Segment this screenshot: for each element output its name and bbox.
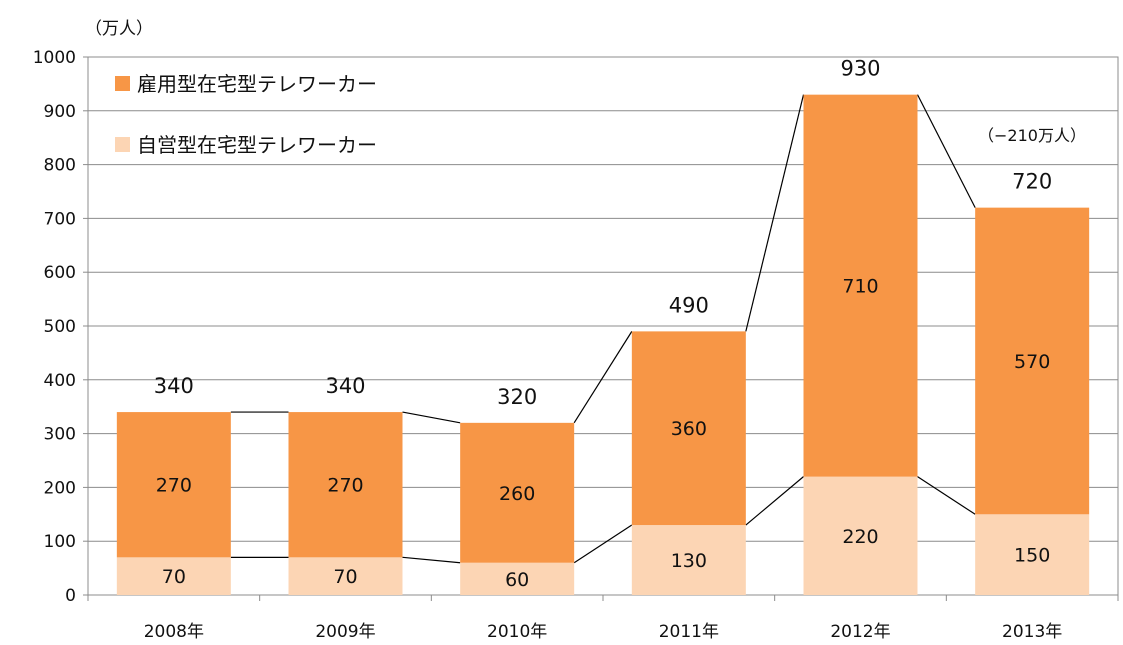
- total-value-label: 340: [154, 374, 194, 398]
- gridlines: [88, 56, 1118, 542]
- total-value-label: 930: [840, 57, 880, 81]
- y-tick-label: 200: [44, 478, 76, 498]
- segment-value-label: 150: [1014, 545, 1050, 567]
- x-tick-label: 2013年: [1002, 622, 1062, 642]
- segment-value-label: 70: [162, 566, 186, 588]
- connector-lines: [230, 94, 976, 564]
- connector-line-self-employed: [745, 476, 804, 526]
- bar-segment-self-employed: [460, 562, 575, 595]
- connector-line-self-employed: [573, 524, 633, 564]
- connector-line-total: [745, 94, 805, 332]
- y-tick-label: 0: [65, 586, 76, 606]
- connector-line-self-employed: [917, 476, 976, 515]
- bar-segment-employed: [288, 412, 403, 558]
- bar-segment-employed: [116, 412, 231, 558]
- total-value-label: 320: [497, 385, 537, 409]
- y-tick-label: 500: [44, 317, 76, 337]
- bar-segment-self-employed: [631, 525, 746, 595]
- x-tick-label: 2011年: [659, 622, 719, 642]
- segment-value-label: 260: [499, 483, 535, 505]
- x-tick-label: 2008年: [144, 622, 204, 642]
- connector-line-total: [402, 411, 461, 424]
- change-annotation: （−210万人）: [978, 126, 1086, 145]
- data-labels: 70 270 340 70 270 340 60 260 320 130 360 490 220 710 9…: [154, 57, 1052, 591]
- segment-value-label: 130: [671, 550, 707, 572]
- legend-swatch-employed: [115, 76, 130, 91]
- segment-value-label: 570: [1014, 351, 1050, 373]
- x-tick-label: 2009年: [315, 622, 375, 642]
- connector-line-total: [916, 94, 976, 208]
- bar-segment-self-employed: [116, 557, 231, 595]
- y-axis-unit: （万人）: [85, 19, 153, 39]
- bar-segment-employed: [460, 422, 575, 563]
- connector-line-total: [573, 331, 633, 424]
- segment-value-label: 710: [842, 276, 878, 298]
- legend-label-self-employed: 自営型在宅型テレワーカー: [137, 133, 377, 157]
- segment-value-label: 60: [505, 569, 529, 591]
- total-value-label: 490: [669, 293, 709, 317]
- connector-line-self-employed: [402, 556, 461, 564]
- bars: [116, 94, 1090, 595]
- legend: 雇用型在宅型テレワーカー 自営型在宅型テレワーカー: [115, 72, 377, 157]
- x-axis-ticks: 2008年 2009年 2010年 2011年 2012年 2013年: [87, 595, 1119, 642]
- segment-value-label: 220: [842, 526, 878, 548]
- bar-segment-self-employed: [288, 557, 403, 595]
- x-tick-label: 2010年: [487, 622, 547, 642]
- legend-label-employed: 雇用型在宅型テレワーカー: [137, 72, 377, 96]
- segment-value-label: 270: [327, 475, 363, 497]
- x-tick-label: 2012年: [830, 622, 890, 642]
- y-tick-label: 400: [44, 371, 76, 391]
- bar-segment-employed: [803, 94, 918, 477]
- bar-segment-self-employed: [975, 514, 1090, 595]
- bar-segment-employed: [975, 207, 1090, 515]
- total-value-label: 720: [1012, 170, 1052, 194]
- bar-segment-self-employed: [803, 476, 918, 595]
- y-tick-label: 600: [44, 263, 76, 283]
- segment-value-label: 70: [333, 566, 357, 588]
- y-tick-label: 700: [44, 209, 76, 229]
- bar-segment-employed: [631, 331, 746, 526]
- y-tick-label: 100: [44, 532, 76, 552]
- y-tick-label: 900: [44, 102, 76, 122]
- y-tick-label: 1000: [33, 48, 76, 68]
- y-axis-ticks: 0 100 200 300 400 500 600 700 800 900 1000: [33, 48, 88, 606]
- total-value-label: 340: [325, 374, 365, 398]
- legend-swatch-self-employed: [115, 137, 130, 152]
- y-tick-label: 800: [44, 156, 76, 176]
- segment-value-label: 270: [156, 475, 192, 497]
- segment-value-label: 360: [671, 418, 707, 440]
- y-tick-label: 300: [44, 425, 76, 445]
